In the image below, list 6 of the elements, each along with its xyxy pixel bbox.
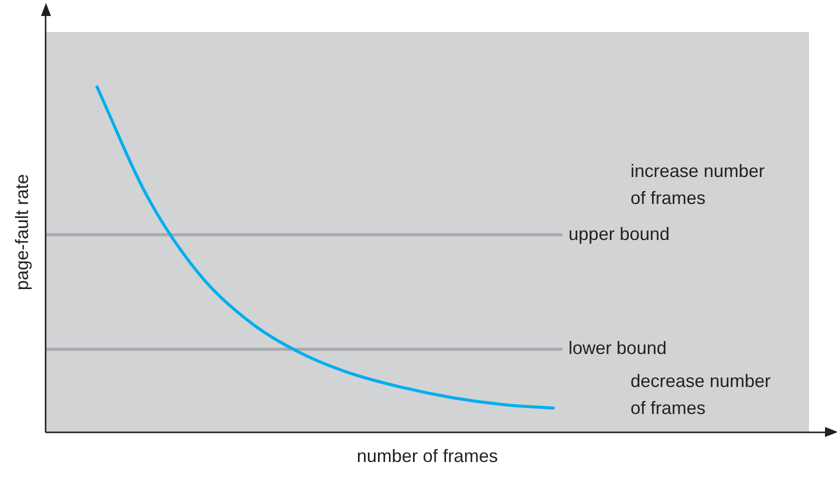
ref-line-label: lower bound [568, 338, 667, 358]
ref-line-label: upper bound [568, 224, 670, 244]
annotation: decrease number of frames [630, 371, 771, 418]
annotation: increase number of frames [630, 160, 765, 208]
x-axis-title: number of frames [356, 446, 498, 466]
y-axis-title: page-fault rate [12, 174, 32, 290]
